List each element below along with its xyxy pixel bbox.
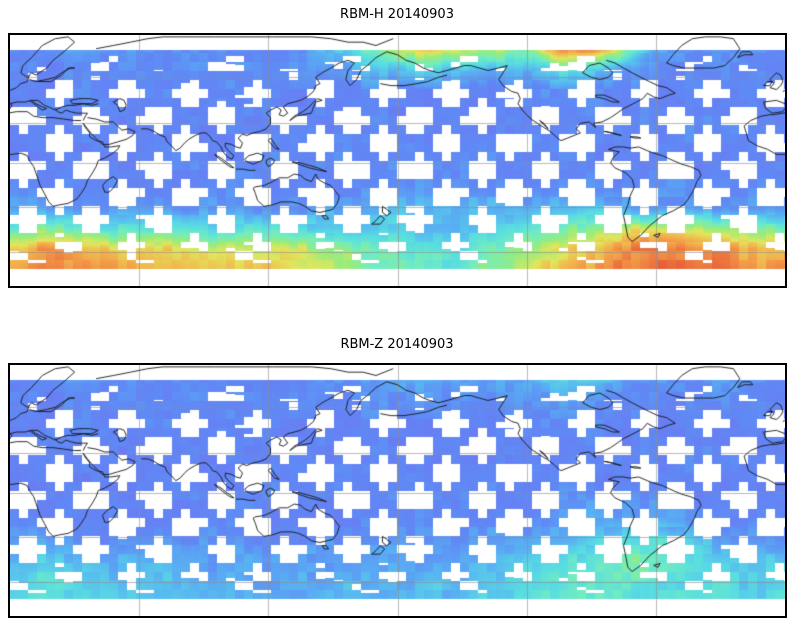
map-canvas-rbm-h <box>10 35 785 286</box>
map-panel-rbm-h <box>8 33 787 288</box>
panel-title-rbm-h: RBM-H 20140903 <box>340 7 454 22</box>
map-panel-rbm-z <box>8 363 787 618</box>
panel-title-rbm-z: RBM-Z 20140903 <box>340 337 454 352</box>
map-canvas-rbm-z <box>10 365 785 616</box>
